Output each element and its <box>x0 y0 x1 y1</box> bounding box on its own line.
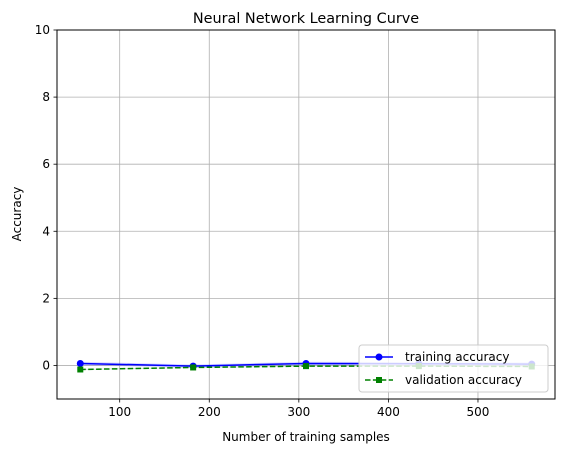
point-validation-accuracy <box>190 364 197 371</box>
y-tick-label: 6 <box>42 157 50 171</box>
point-training-accuracy <box>76 359 84 367</box>
y-tick-label: 10 <box>35 23 50 37</box>
x-axis-label: Number of training samples <box>222 430 390 444</box>
y-tick-label: 4 <box>42 224 50 238</box>
y-tick-label: 2 <box>42 291 50 305</box>
legend: training accuracy validation accuracy <box>358 344 549 393</box>
y-tick-label: 8 <box>42 90 50 104</box>
x-tick-label: 300 <box>287 405 310 419</box>
ticks: 100 200 300 400 500 0 2 4 6 8 10 <box>35 23 490 419</box>
point-validation-accuracy <box>77 366 84 373</box>
x-tick-label: 500 <box>467 405 490 419</box>
chart-title: Neural Network Learning Curve <box>193 11 419 27</box>
legend-label-training-accuracy: training accuracy <box>405 350 509 364</box>
x-tick-label: 100 <box>108 405 131 419</box>
y-axis-label: Accuracy <box>10 187 24 242</box>
plot-frame <box>56 29 556 400</box>
x-tick-label: 200 <box>198 405 221 419</box>
y-tick-label: 0 <box>42 358 50 372</box>
legend-marker-validation-accuracy <box>376 377 382 383</box>
legend-box <box>358 344 549 393</box>
legend-marker-training-accuracy <box>375 353 383 361</box>
x-tick-label: 400 <box>377 405 400 419</box>
legend-label-validation-accuracy: validation accuracy <box>405 373 522 387</box>
point-validation-accuracy <box>303 363 309 370</box>
